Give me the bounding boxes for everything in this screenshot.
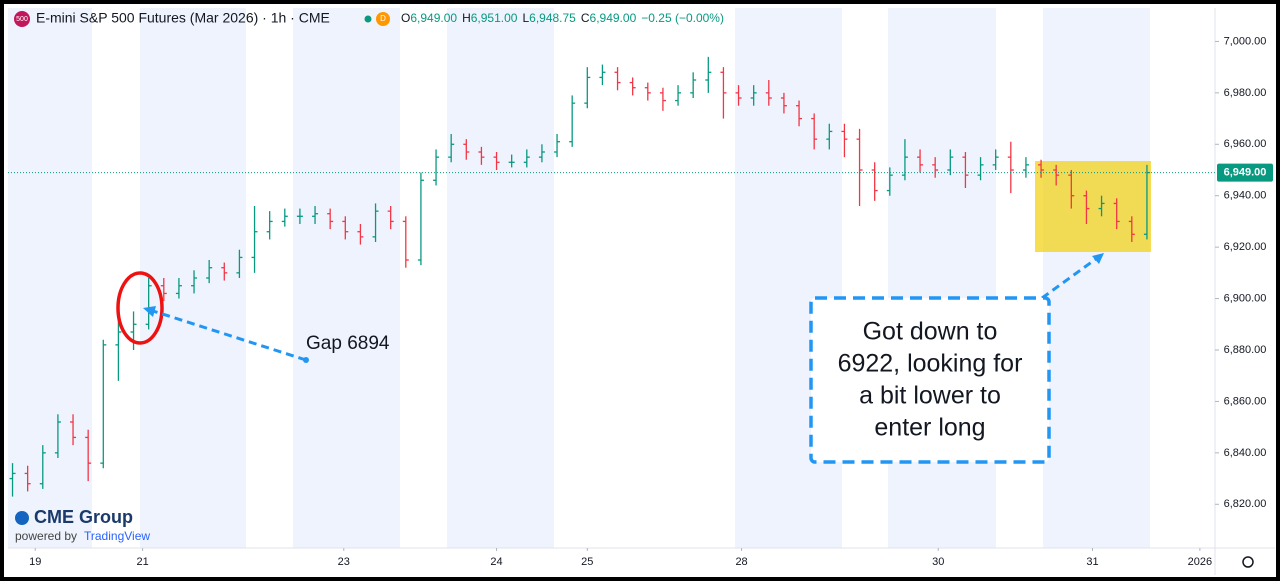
- legend-change: −0.25 (−0.00%): [641, 11, 724, 25]
- x-tick-label: 25: [581, 556, 593, 568]
- brand-logo: CME Group: [34, 507, 133, 527]
- status-badge-bg: [376, 12, 390, 26]
- note-line: a bit lower to: [859, 382, 1001, 410]
- highlight-box: [1035, 161, 1151, 252]
- y-tick-label: 6,820.00: [1224, 498, 1267, 510]
- chart-title: E-mini S&P 500 Futures (Mar 2026) · 1h ·…: [36, 10, 330, 26]
- x-tick-label: 21: [136, 556, 148, 568]
- legend-key: O: [401, 11, 410, 25]
- legend-key: L: [522, 11, 529, 25]
- status-badge: D: [380, 14, 386, 23]
- note-line: Got down to: [863, 318, 998, 346]
- arrow-tail: [303, 357, 309, 363]
- gap-arrow: [149, 308, 307, 362]
- x-tick-label: 23: [338, 556, 350, 568]
- session-bands: [8, 8, 1150, 548]
- brand-platform: TradingView: [84, 529, 150, 543]
- legend-value: 6,951.00: [471, 11, 518, 25]
- status-dot: [364, 15, 372, 23]
- x-tick-label: 31: [1086, 556, 1098, 568]
- arrow-head: [1092, 253, 1104, 264]
- note-box: [809, 296, 1051, 464]
- y-tick-label: 6,880.00: [1224, 344, 1267, 356]
- gap-label: Gap 6894: [306, 333, 390, 354]
- settings-icon[interactable]: [1242, 556, 1254, 568]
- brand-powered: powered by: [15, 529, 77, 543]
- x-tick-label: 24: [490, 556, 502, 568]
- legend-key: H: [462, 11, 471, 25]
- y-tick-label: 6,840.00: [1224, 447, 1267, 459]
- x-tick-label: 19: [29, 556, 41, 568]
- note-line: enter long: [874, 414, 985, 442]
- x-tick-label: 2026: [1188, 556, 1212, 568]
- y-tick-label: 6,980.00: [1224, 87, 1267, 99]
- y-tick-label: 6,960.00: [1224, 138, 1267, 150]
- y-tick-label: 6,940.00: [1224, 190, 1267, 202]
- note-arrow: [1041, 254, 1101, 300]
- y-tick-label: 6,920.00: [1224, 241, 1267, 253]
- legend-value: 6,948.75: [529, 11, 576, 25]
- symbol-badge: 500: [16, 16, 28, 23]
- x-tick-label: 28: [735, 556, 747, 568]
- y-tick-label: 6,900.00: [1224, 292, 1267, 304]
- symbol-badge-bg: [14, 11, 30, 27]
- logo-icon: [15, 511, 29, 525]
- gap-circle: [116, 271, 164, 345]
- price-label-bg: [1217, 163, 1273, 182]
- legend-key: C: [581, 11, 590, 25]
- legend-value: 6,949.00: [590, 11, 637, 25]
- arrow-head: [143, 306, 156, 317]
- y-tick-label: 7,000.00: [1224, 35, 1267, 47]
- y-tick-label: 6,860.00: [1224, 395, 1267, 407]
- price-label: 6,949.00: [1224, 166, 1267, 178]
- legend-value: 6,949.00: [410, 11, 457, 25]
- x-tick-label: 30: [932, 556, 944, 568]
- note-line: 6922, looking for: [838, 350, 1023, 378]
